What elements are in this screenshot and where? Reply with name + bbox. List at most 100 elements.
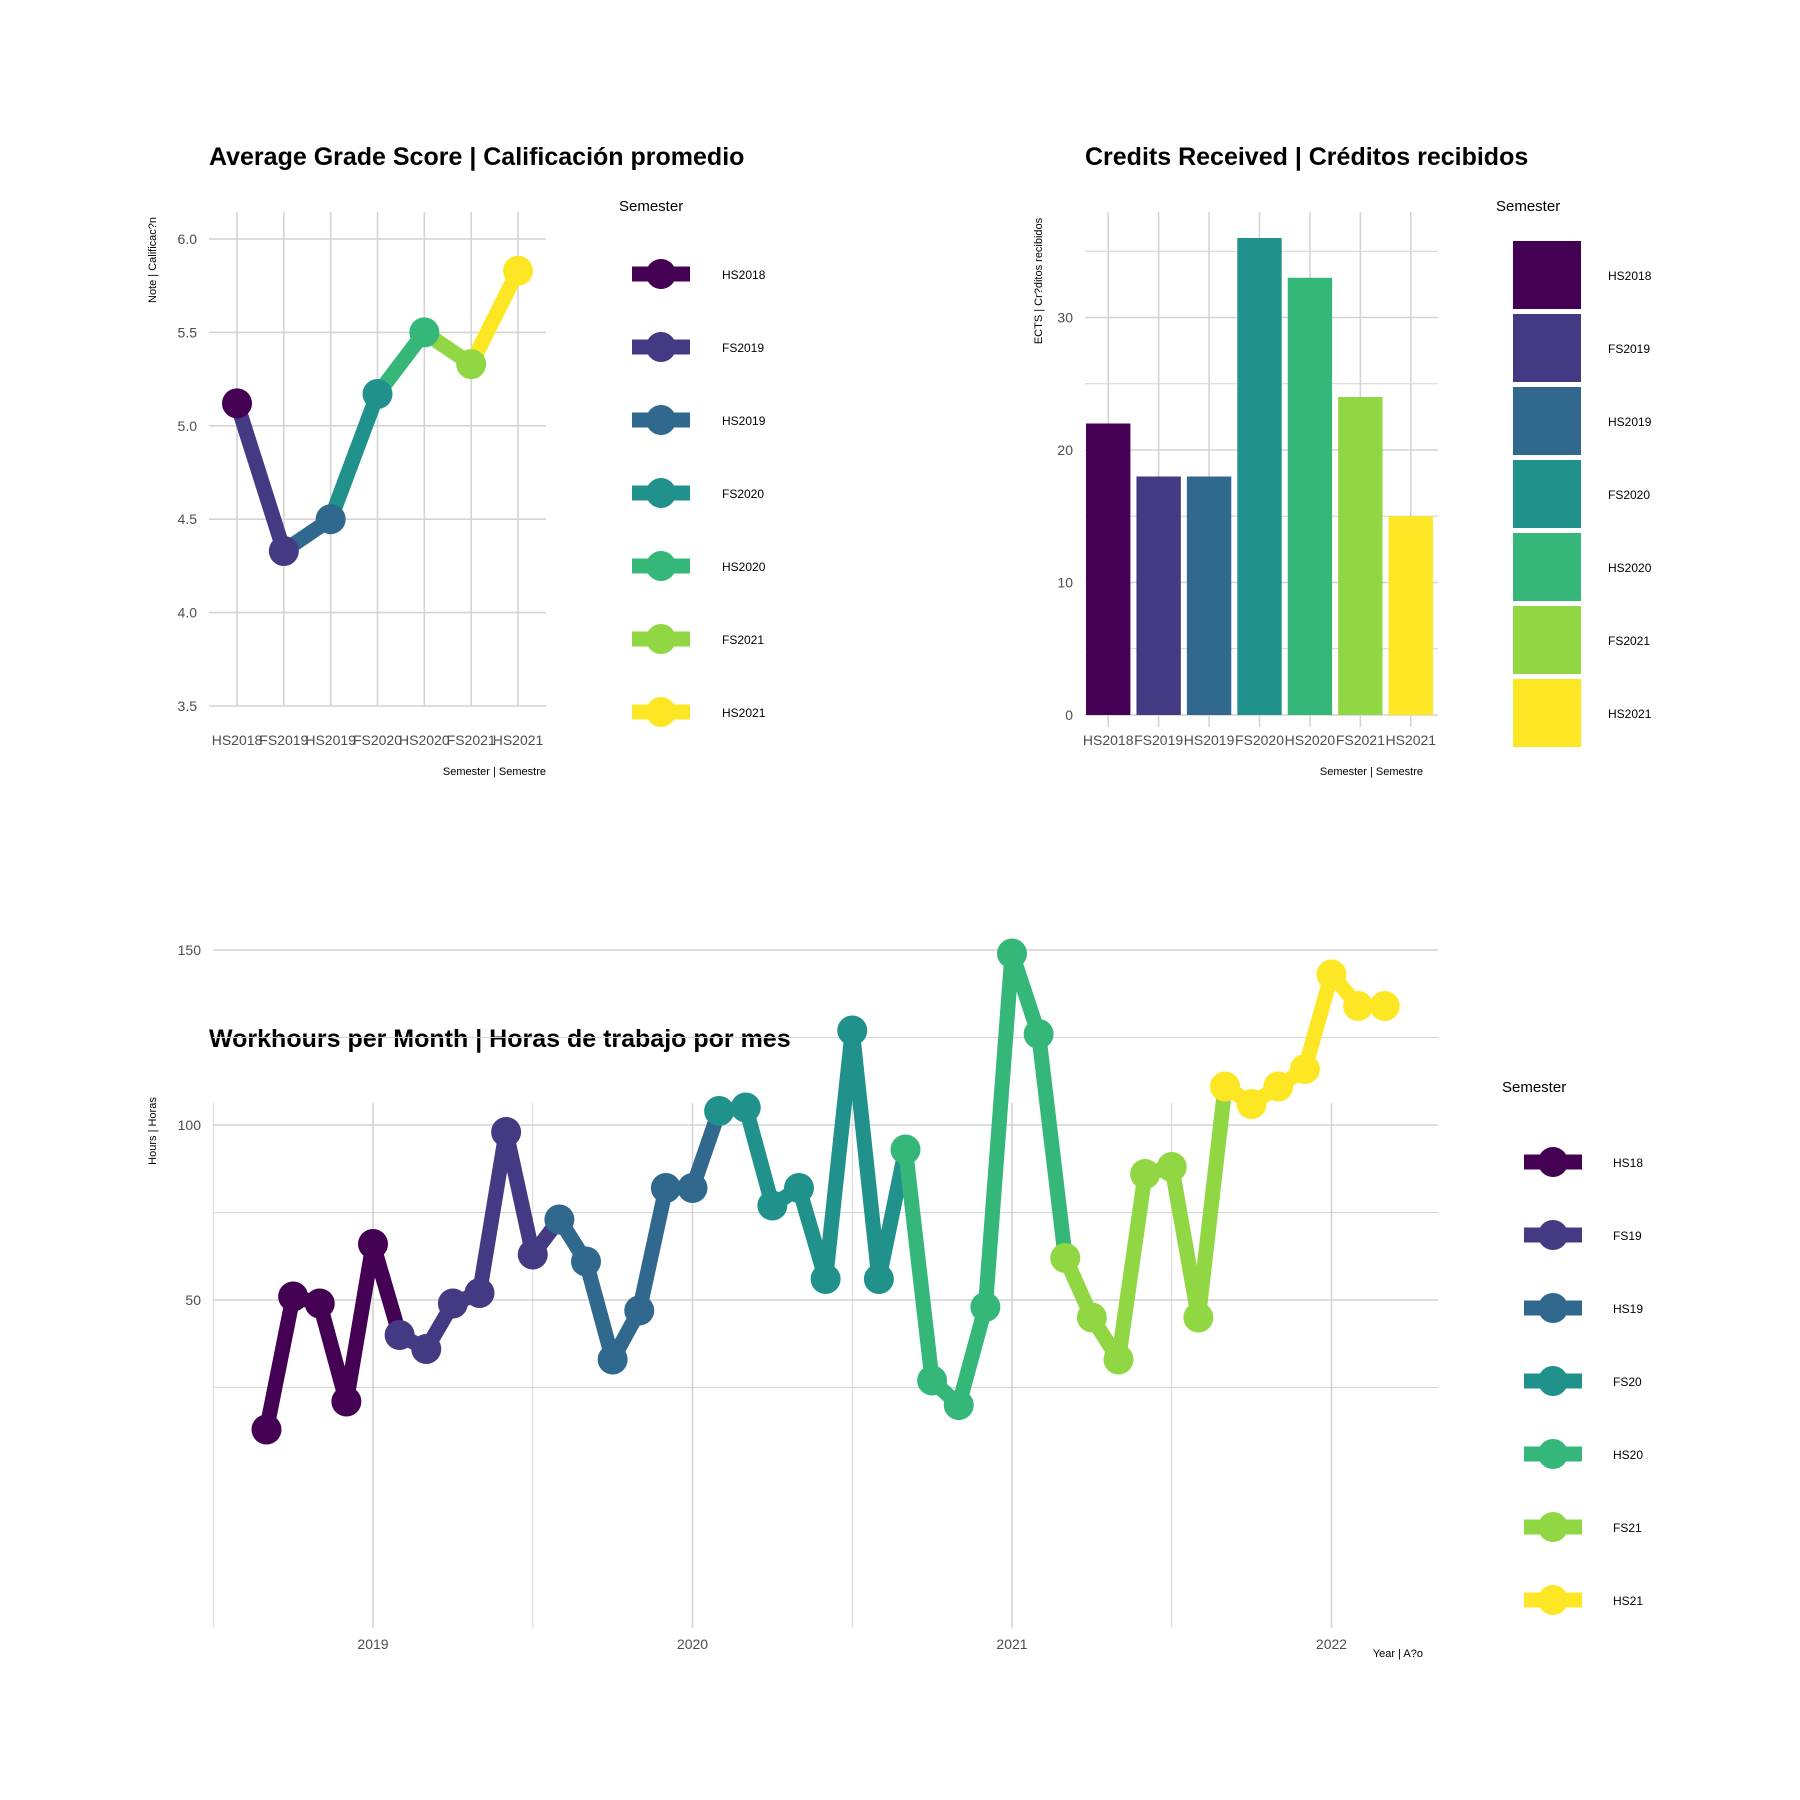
grade-chart-title: Average Grade Score | Calificación prome… — [209, 143, 744, 171]
bar — [1086, 423, 1131, 715]
legend-key-point — [1538, 1585, 1568, 1615]
data-point — [650, 1173, 681, 1203]
data-point — [810, 1264, 841, 1294]
data-point — [1130, 1159, 1161, 1189]
workhours-chart-title: Workhours per Month | Horas de trabajo p… — [209, 1025, 791, 1053]
bar — [1136, 476, 1181, 715]
x-tick-label: 2021 — [996, 1636, 1027, 1652]
legend-key-point — [646, 259, 676, 289]
series-line — [718, 1023, 913, 1287]
data-point — [917, 1365, 948, 1396]
data-point — [304, 1288, 335, 1319]
x-tick-label: FS2020 — [1235, 732, 1284, 748]
x-tick-label: HS2018 — [1083, 732, 1134, 748]
line-segment — [464, 267, 525, 368]
legend-label: HS18 — [1613, 1156, 1643, 1170]
grade-chart-marks — [222, 255, 533, 566]
grade-chart-x-label: Semester | Semestre — [443, 766, 546, 778]
legend-label: FS2021 — [1608, 634, 1650, 648]
legend-key-point — [1538, 1220, 1568, 1250]
legend-label: FS19 — [1613, 1229, 1642, 1243]
data-point — [1023, 1019, 1054, 1049]
credits-chart-marks — [1086, 238, 1433, 715]
credits-chart-x-ticks: HS2018 FS2019 HS2019 FS2020 HS2020 FS2021 HS20… — [1083, 732, 1436, 748]
y-tick-label: 3.5 — [178, 698, 198, 714]
data-point — [704, 1096, 735, 1126]
legend-key-point — [1538, 1366, 1568, 1396]
data-point — [837, 1015, 868, 1046]
legend-key-point — [1538, 1439, 1568, 1469]
data-point — [1050, 1243, 1081, 1273]
bar — [1287, 277, 1333, 715]
legend-label: HS2018 — [1608, 269, 1652, 283]
legend-label: FS2020 — [722, 487, 764, 501]
y-tick-label: 10 — [1057, 575, 1073, 591]
legend-label: HS2020 — [722, 560, 766, 574]
y-tick-label: 0 — [1065, 707, 1073, 723]
x-tick-label: 2019 — [357, 1636, 388, 1652]
x-tick-label: FS2021 — [1336, 732, 1385, 748]
data-point — [278, 1281, 309, 1312]
x-tick-label: FS2019 — [1134, 732, 1183, 748]
data-point — [1183, 1302, 1214, 1333]
x-tick-label: 2022 — [1316, 1636, 1347, 1652]
legend-label: HS2019 — [1608, 415, 1652, 429]
data-point — [456, 349, 487, 380]
legend-key-swatch — [1513, 460, 1581, 528]
bar — [1338, 397, 1383, 715]
legend-key-point — [646, 697, 676, 727]
legend-label: FS2021 — [722, 633, 764, 647]
data-point — [503, 255, 533, 286]
data-point — [1343, 991, 1374, 1021]
series-line — [259, 1236, 407, 1431]
x-tick-label: HS2018 — [212, 732, 263, 748]
data-point — [1316, 959, 1347, 990]
data-point — [517, 1239, 548, 1270]
workhours-chart: Workhours per Month | Horas de trabajo p… — [147, 938, 1643, 1660]
y-tick-label: 100 — [178, 1117, 202, 1133]
legend-label: HS21 — [1613, 1594, 1643, 1608]
data-point — [222, 388, 252, 419]
workhours-legend-title: Semester — [1502, 1079, 1566, 1096]
data-point — [571, 1246, 601, 1277]
legend-label: FS2019 — [1608, 342, 1650, 356]
x-tick-label: FS2020 — [353, 732, 402, 748]
legend-key-swatch — [1513, 314, 1581, 382]
data-point — [890, 1134, 921, 1165]
data-point — [1156, 1152, 1187, 1182]
x-tick-label: HS2021 — [1385, 732, 1436, 748]
data-point — [358, 1229, 388, 1259]
legend-label: FS20 — [1613, 1375, 1642, 1389]
y-tick-label: 5.0 — [178, 418, 198, 434]
y-tick-label: 20 — [1057, 442, 1073, 458]
data-point — [491, 1117, 522, 1147]
credits-chart-y-label: ECTS | Cr?ditos recibidos — [1033, 217, 1045, 344]
data-point — [1076, 1302, 1107, 1333]
workhours-chart-x-label: Year | A?o — [1373, 1648, 1423, 1660]
legend-key-swatch — [1513, 533, 1581, 601]
legend-key-swatch — [1513, 679, 1581, 747]
data-point — [1369, 991, 1400, 1021]
bar — [1388, 516, 1433, 715]
x-tick-label: HS2019 — [305, 732, 356, 748]
data-point — [1103, 1344, 1134, 1375]
legend-key-swatch — [1513, 387, 1581, 455]
y-tick-label: 4.5 — [178, 511, 198, 527]
data-point — [943, 1390, 974, 1420]
data-point — [677, 1173, 708, 1203]
credits-chart-y-ticks: 0 10 20 30 — [1057, 310, 1073, 724]
x-tick-label: 2020 — [677, 1636, 708, 1652]
grade-legend-title: Semester — [619, 198, 683, 215]
legend-label: HS2018 — [722, 268, 766, 282]
legend-key-point — [1538, 1293, 1568, 1323]
legend-label: FS2019 — [722, 341, 764, 355]
data-point — [730, 1092, 761, 1123]
x-tick-label: HS2019 — [1184, 732, 1235, 748]
data-point — [437, 1288, 468, 1319]
data-point — [464, 1278, 495, 1308]
data-point — [544, 1204, 575, 1235]
workhours-legend: HS18 FS19 HS19 FS20 HS20 FS21 HS21 — [1524, 1147, 1643, 1615]
data-point — [597, 1344, 628, 1375]
data-point — [863, 1264, 894, 1294]
data-point — [1210, 1071, 1240, 1102]
